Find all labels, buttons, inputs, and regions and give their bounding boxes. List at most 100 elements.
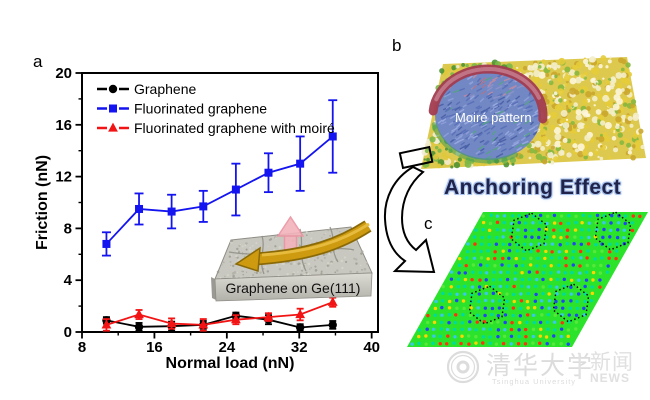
series-fluorinated-graphene bbox=[101, 99, 338, 257]
lattice-dot bbox=[466, 242, 470, 246]
lattice-dot bbox=[525, 299, 530, 304]
lattice-dot bbox=[488, 335, 492, 339]
lattice-dot bbox=[569, 299, 573, 303]
lattice-dot bbox=[509, 334, 514, 338]
x-tick-label: 8 bbox=[78, 339, 86, 356]
lattice-dot bbox=[472, 249, 476, 253]
lattice-dot bbox=[550, 242, 555, 246]
x-tick-label: 16 bbox=[146, 339, 163, 356]
lattice-dot bbox=[579, 235, 584, 240]
lattice-dot bbox=[594, 242, 598, 247]
lattice-dot bbox=[448, 292, 452, 296]
lattice-dot bbox=[556, 277, 560, 282]
lattice-dot bbox=[546, 312, 551, 317]
lattice-dot bbox=[536, 256, 540, 260]
lattice-dot bbox=[494, 342, 499, 346]
lattice-dot bbox=[520, 263, 525, 268]
lattice-dot bbox=[496, 320, 500, 324]
lattice-dot bbox=[538, 220, 543, 225]
lattice-dot bbox=[487, 228, 492, 233]
lattice-dot bbox=[417, 341, 421, 346]
data-point-marker bbox=[327, 296, 338, 306]
lattice-dot bbox=[601, 235, 605, 240]
lattice-dot bbox=[602, 227, 606, 232]
lattice-dot bbox=[507, 264, 511, 268]
lattice-dot bbox=[587, 221, 592, 225]
lattice-dot bbox=[486, 257, 490, 261]
lattice-dot bbox=[463, 277, 468, 282]
lattice-dot bbox=[549, 277, 553, 282]
lattice-dot bbox=[496, 334, 500, 339]
lattice-dot bbox=[495, 220, 500, 225]
lattice-dot bbox=[518, 314, 523, 318]
lattice-dot bbox=[541, 270, 546, 275]
lattice-dot bbox=[516, 228, 520, 232]
lattice-background bbox=[406, 212, 648, 347]
watermark-news-cn: 新闻 bbox=[590, 351, 634, 374]
legend: Graphene Fluorinated graphene Fluorinated … bbox=[97, 81, 335, 136]
lattice-dot bbox=[461, 313, 465, 317]
lattice-dot bbox=[474, 341, 478, 345]
lattice-dot bbox=[467, 342, 471, 346]
lattice-dot bbox=[440, 313, 444, 317]
lattice-dot bbox=[454, 298, 459, 303]
lattice-dot bbox=[499, 270, 503, 274]
lattice-dot bbox=[631, 214, 635, 218]
lattice-dot bbox=[507, 256, 511, 260]
lattice-dot bbox=[481, 220, 486, 225]
slab-left-face bbox=[211, 277, 216, 300]
lattice-dot bbox=[444, 342, 449, 346]
y-axis-title: Friction (nN) bbox=[34, 155, 51, 250]
lattice-dot bbox=[472, 256, 477, 260]
lattice-dot bbox=[540, 313, 544, 317]
lattice-dot bbox=[523, 235, 528, 239]
lattice-dot bbox=[484, 291, 488, 296]
lattice-dot bbox=[559, 342, 563, 346]
lattice-dot bbox=[598, 271, 603, 275]
lattice-dot bbox=[600, 256, 604, 260]
lattice-dot bbox=[529, 249, 533, 254]
data-point-marker bbox=[231, 185, 240, 194]
lattice-dot bbox=[566, 221, 571, 226]
friction-chart: 8 16 24 32 40 0 4 8 12 16 20 Normal load (nN) Fricti… bbox=[34, 65, 380, 372]
lattice-dot bbox=[463, 284, 467, 289]
lattice-dot bbox=[520, 270, 524, 275]
lattice-dot bbox=[622, 235, 626, 240]
lattice-dot bbox=[441, 284, 445, 289]
lattice-dot bbox=[552, 334, 556, 338]
anchoring-effect-text: Anchoring Effect bbox=[444, 176, 622, 199]
lattice-dot bbox=[538, 320, 543, 325]
lattice-dot bbox=[449, 277, 454, 281]
lattice-dot bbox=[574, 220, 578, 225]
lattice-dot bbox=[495, 214, 500, 218]
data-point-marker bbox=[108, 122, 118, 132]
lattice-dot bbox=[517, 214, 521, 218]
lattice-dot bbox=[591, 270, 596, 275]
lattice-dot bbox=[547, 292, 551, 296]
series-line bbox=[106, 314, 333, 329]
lattice-dot bbox=[559, 228, 563, 233]
y-tick-label: 20 bbox=[55, 65, 72, 82]
lattice-dot bbox=[568, 306, 573, 310]
lattice-dot bbox=[571, 256, 575, 260]
lattice-dot bbox=[622, 228, 626, 232]
lattice-dot bbox=[510, 221, 514, 226]
lattice-dot bbox=[569, 292, 574, 296]
lattice-dot bbox=[553, 328, 557, 332]
lattice-dot bbox=[501, 235, 505, 239]
lattice-dot bbox=[592, 249, 597, 254]
lattice-dot bbox=[480, 242, 484, 246]
lattice-dot bbox=[505, 284, 509, 289]
legend-label: Fluorinated graphene with moiré bbox=[134, 120, 335, 136]
lattice-dot bbox=[417, 334, 421, 339]
legend-label: Fluorinated graphene bbox=[134, 101, 267, 117]
lattice-dot bbox=[465, 256, 469, 260]
zoom-region-box bbox=[398, 145, 434, 170]
lattice-dot bbox=[498, 277, 503, 282]
lattice-dot bbox=[432, 334, 436, 338]
x-axis-title: Normal load (nN) bbox=[166, 355, 295, 372]
lattice-dot bbox=[452, 327, 457, 332]
lattice-dot bbox=[536, 249, 540, 253]
lattice-dot bbox=[562, 292, 566, 296]
lattice-dot bbox=[589, 298, 594, 303]
